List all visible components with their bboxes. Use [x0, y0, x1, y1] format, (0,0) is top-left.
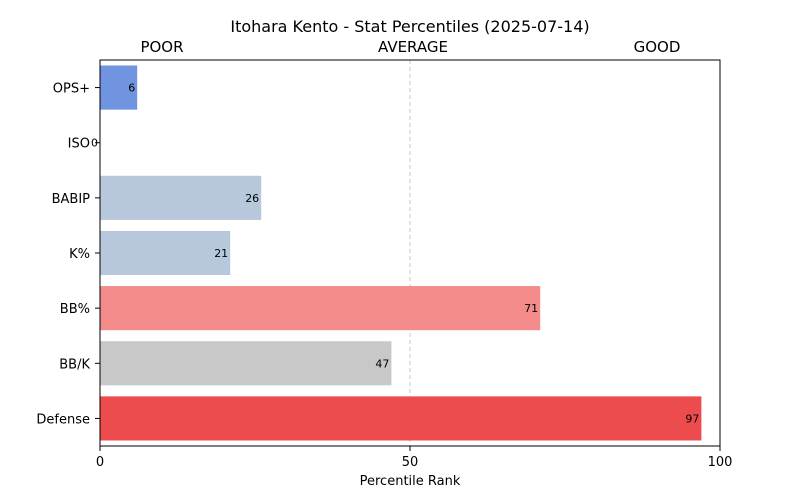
- y-tick-label: BABIP: [52, 192, 91, 207]
- value-label: 47: [375, 357, 389, 370]
- y-tick-label: BB%: [60, 302, 90, 317]
- value-label: 97: [685, 412, 699, 425]
- bar-babip: [100, 175, 262, 220]
- value-label: 21: [214, 247, 228, 260]
- bar-k-: [100, 230, 231, 276]
- value-label: 71: [524, 302, 538, 315]
- y-tick-label: ISO: [68, 137, 90, 152]
- y-tick-label: BB/K: [59, 357, 90, 372]
- y-tick-label: K%: [69, 247, 90, 262]
- value-label: 0: [91, 137, 98, 150]
- bar-defense: [100, 396, 702, 441]
- x-tick-label: 50: [402, 455, 419, 470]
- plot-area: 6OPS+0ISO26BABIP21K%71BB%47BB/K97Defense…: [36, 59, 733, 470]
- value-label: 26: [245, 192, 259, 205]
- x-tick-label: 100: [708, 455, 733, 470]
- y-tick-label: Defense: [36, 412, 90, 427]
- bar-ops-: [100, 65, 138, 110]
- bar-bb-k: [100, 341, 392, 386]
- x-tick-label: 0: [96, 455, 104, 470]
- zone-label-poor: POOR: [140, 38, 183, 56]
- zone-label-good: GOOD: [634, 38, 681, 56]
- y-tick-label: OPS+: [53, 82, 90, 97]
- bar-bb-: [100, 286, 541, 331]
- chart-title: Itohara Kento - Stat Percentiles (2025-0…: [230, 17, 589, 36]
- x-axis-label: Percentile Rank: [360, 474, 461, 489]
- zone-label-average: AVERAGE: [378, 38, 448, 56]
- value-label: 6: [128, 82, 135, 95]
